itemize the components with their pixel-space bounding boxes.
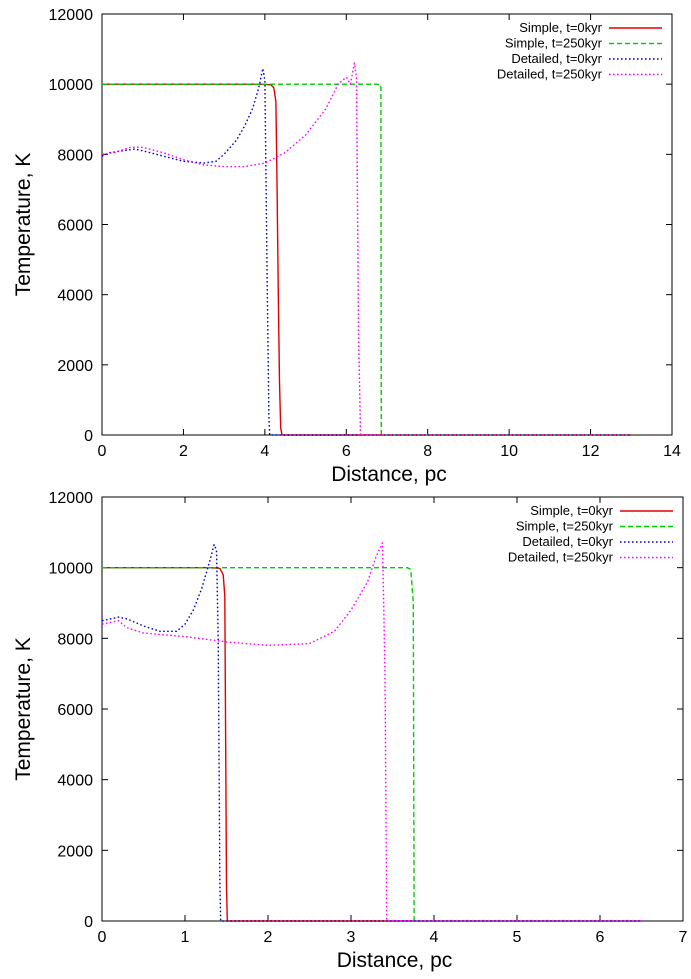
legend-label: Simple, t=250kyr bbox=[516, 519, 614, 534]
legend-label: Simple, t=0kyr bbox=[530, 503, 613, 518]
y-tick-label: 6000 bbox=[57, 702, 93, 719]
y-tick-label: 8000 bbox=[57, 147, 93, 164]
x-tick-label: 8 bbox=[423, 443, 432, 460]
y-tick-label: 2000 bbox=[57, 358, 93, 375]
x-tick-label: 2 bbox=[264, 929, 273, 946]
series-line-4 bbox=[101, 62, 632, 436]
series-line-3 bbox=[101, 67, 632, 436]
x-tick-label: 3 bbox=[347, 929, 356, 946]
y-tick-label: 12000 bbox=[49, 7, 94, 24]
x-tick-label: 14 bbox=[663, 443, 681, 460]
y-axis-label: Temperature, K bbox=[12, 637, 35, 781]
legend-label: Detailed, t=250kyr bbox=[508, 550, 614, 565]
legend-label: Simple, t=0kyr bbox=[519, 20, 602, 35]
y-tick-label: 0 bbox=[84, 914, 93, 931]
legend-label: Detailed, t=0kyr bbox=[511, 51, 602, 66]
y-tick-label: 6000 bbox=[57, 218, 93, 235]
legend-label: Detailed, t=0kyr bbox=[522, 534, 613, 549]
x-axis-label: Distance, pc bbox=[337, 949, 453, 972]
chart-2: 0 1 2 3 4 5 6 7 0 2000 4000 6000 8000 10000 12000 Dista… bbox=[12, 490, 688, 972]
y-axis-label: Temperature, K bbox=[12, 153, 35, 297]
y-tick-label: 2000 bbox=[57, 843, 93, 860]
x-tick-label: 7 bbox=[679, 929, 688, 946]
y-tick-label: 10000 bbox=[49, 77, 94, 94]
x-tick-label: 1 bbox=[181, 929, 190, 946]
x-tick-label: 4 bbox=[430, 929, 439, 946]
x-tick-label: 0 bbox=[98, 443, 107, 460]
series-line-1 bbox=[102, 567, 642, 922]
series-line-1 bbox=[102, 83, 632, 436]
x-tick-label: 5 bbox=[513, 929, 522, 946]
x-axis-label: Distance, pc bbox=[331, 463, 447, 486]
x-tick-label: 12 bbox=[582, 443, 600, 460]
x-tick-label: 0 bbox=[98, 929, 107, 946]
legend-label: Simple, t=250kyr bbox=[505, 36, 603, 51]
y-tick-label: 4000 bbox=[57, 773, 93, 790]
y-tick-label: 0 bbox=[84, 428, 93, 445]
series-line-2 bbox=[102, 567, 642, 922]
chart-1: 0 2 4 6 8 10 12 14 0 2000 4000 6000 8000 10000 12000 Di… bbox=[12, 7, 681, 486]
series-line-3 bbox=[101, 544, 642, 922]
series-line-4 bbox=[101, 542, 642, 922]
x-tick-label: 6 bbox=[596, 929, 605, 946]
legend-label: Detailed, t=250kyr bbox=[497, 67, 603, 82]
series-line-2 bbox=[102, 83, 632, 436]
x-tick-label: 4 bbox=[260, 443, 269, 460]
x-tick-label: 2 bbox=[179, 443, 188, 460]
y-tick-label: 10000 bbox=[49, 561, 94, 578]
y-tick-label: 4000 bbox=[57, 288, 93, 305]
x-tick-label: 6 bbox=[342, 443, 351, 460]
x-tick-label: 10 bbox=[500, 443, 518, 460]
y-tick-label: 8000 bbox=[57, 631, 93, 648]
y-tick-label: 12000 bbox=[49, 490, 94, 507]
